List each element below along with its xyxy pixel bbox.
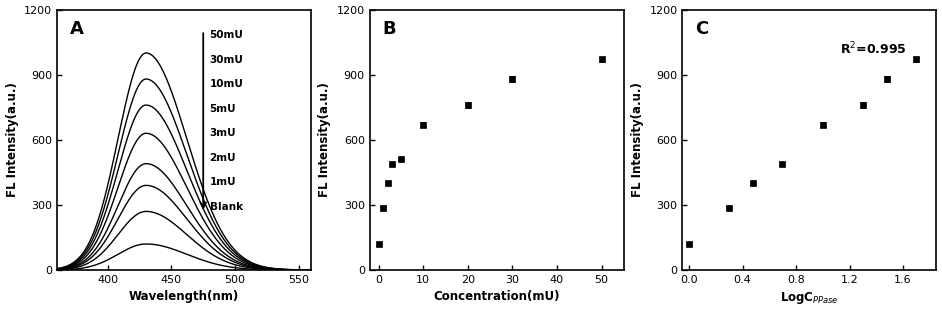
Text: 1mU: 1mU — [209, 177, 236, 187]
Text: 2mU: 2mU — [209, 153, 236, 163]
X-axis label: Concentration(mU): Concentration(mU) — [433, 290, 560, 304]
Text: 5mU: 5mU — [209, 104, 236, 114]
Y-axis label: FL Intensity(a.u.): FL Intensity(a.u.) — [6, 82, 19, 197]
Y-axis label: FL Intensity(a.u.): FL Intensity(a.u.) — [631, 82, 643, 197]
X-axis label: Wavelength(nm): Wavelength(nm) — [129, 290, 239, 304]
Text: 30mU: 30mU — [209, 55, 243, 65]
Text: A: A — [70, 20, 84, 38]
Text: Blank: Blank — [209, 202, 243, 212]
X-axis label: LogC$_{PPase}$: LogC$_{PPase}$ — [780, 290, 838, 306]
Text: R$^2$=0.995: R$^2$=0.995 — [840, 41, 907, 57]
Text: C: C — [695, 20, 708, 38]
Text: B: B — [382, 20, 396, 38]
Text: 50mU: 50mU — [209, 30, 243, 40]
Text: 3mU: 3mU — [209, 128, 236, 138]
Text: 10mU: 10mU — [209, 79, 243, 89]
Y-axis label: FL Intensity(a.u.): FL Intensity(a.u.) — [318, 82, 332, 197]
